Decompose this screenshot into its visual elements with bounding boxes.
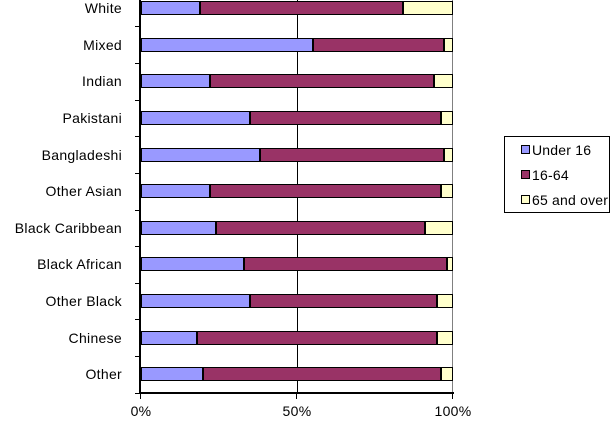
- bar-segment-16-64: [197, 331, 437, 345]
- category-label-indian: Indian: [82, 73, 122, 89]
- legend-label-65-and-over: 65 and over: [532, 191, 609, 208]
- bar-row-other-asian: [141, 184, 453, 198]
- bar-row-mixed: [141, 38, 453, 52]
- y-axis-tick: [135, 173, 140, 174]
- y-axis-tick: [135, 283, 140, 284]
- x-axis-tick: [140, 394, 141, 399]
- legend-swatch-65-and-over-icon: [521, 195, 530, 204]
- category-label-mixed: Mixed: [83, 37, 122, 53]
- bar-segment-under-16: [141, 148, 260, 162]
- legend-label-under-16: Under 16: [532, 141, 592, 158]
- bar-segment-under-16: [141, 111, 250, 125]
- bar-segment-65-and-over: [403, 1, 453, 15]
- bar-row-other-black: [141, 294, 453, 308]
- bar-segment-16-64: [210, 184, 441, 198]
- bar-segment-16-64: [216, 221, 425, 235]
- y-axis-tick: [135, 356, 140, 357]
- bar-row-pakistani: [141, 111, 453, 125]
- bar-segment-65-and-over: [425, 221, 453, 235]
- legend-item-65-and-over: 65 and over: [505, 187, 609, 212]
- x-axis-tick: [452, 394, 453, 399]
- y-axis-tick: [135, 393, 140, 394]
- legend-item-under-16: Under 16: [505, 137, 609, 162]
- category-label-other-black: Other Black: [45, 293, 122, 309]
- bar-segment-65-and-over: [437, 294, 453, 308]
- category-label-other: Other: [85, 366, 122, 382]
- bar-segment-65-and-over: [444, 148, 453, 162]
- bar-segment-16-64: [250, 111, 441, 125]
- bar-segment-16-64: [200, 1, 403, 15]
- bar-segment-16-64: [260, 148, 444, 162]
- bar-segment-under-16: [141, 1, 200, 15]
- x-axis-line: [139, 392, 454, 394]
- y-axis-tick: [135, 63, 140, 64]
- bar-segment-65-and-over: [447, 257, 453, 271]
- category-label-black-african: Black African: [37, 256, 122, 272]
- y-axis-tick: [135, 210, 140, 211]
- bar-segment-16-64: [244, 257, 447, 271]
- bar-row-indian: [141, 74, 453, 88]
- bar-segment-under-16: [141, 294, 250, 308]
- bar-segment-under-16: [141, 184, 210, 198]
- bar-segment-16-64: [250, 294, 437, 308]
- category-label-chinese: Chinese: [68, 330, 122, 346]
- x-axis-tick: [296, 394, 297, 399]
- bar-row-bangladeshi: [141, 148, 453, 162]
- bar-row-black-caribbean: [141, 221, 453, 235]
- bar-segment-16-64: [210, 74, 434, 88]
- bar-segment-under-16: [141, 257, 244, 271]
- bar-segment-65-and-over: [444, 38, 453, 52]
- category-label-white: White: [84, 0, 122, 16]
- category-label-black-caribbean: Black Caribbean: [14, 220, 122, 236]
- legend-item-16-64: 16-64: [505, 162, 609, 187]
- bar-segment-under-16: [141, 331, 197, 345]
- bar-segment-16-64: [203, 367, 441, 381]
- bar-row-black-african: [141, 257, 453, 271]
- category-label-pakistani: Pakistani: [62, 110, 122, 126]
- bar-segment-16-64: [313, 38, 444, 52]
- legend-swatch-16-64-icon: [521, 170, 530, 179]
- bar-segment-under-16: [141, 221, 216, 235]
- legend-label-16-64: 16-64: [532, 166, 569, 183]
- bar-segment-under-16: [141, 367, 203, 381]
- y-axis-tick: [135, 100, 140, 101]
- category-label-bangladeshi: Bangladeshi: [41, 147, 122, 163]
- plot-area: [141, 0, 453, 393]
- bar-row-white: [141, 1, 453, 15]
- legend-swatch-under-16-icon: [521, 145, 530, 154]
- y-axis-line: [139, 0, 141, 394]
- y-axis-tick: [135, 319, 140, 320]
- y-axis-tick: [135, 136, 140, 137]
- x-tick-label-50-: 50%: [282, 403, 312, 419]
- bar-segment-65-and-over: [441, 111, 453, 125]
- legend: Under 16 16-64 65 and over: [504, 136, 610, 213]
- bar-segment-under-16: [141, 74, 210, 88]
- bar-segment-65-and-over: [437, 331, 453, 345]
- bar-segment-65-and-over: [434, 74, 453, 88]
- category-label-other-asian: Other Asian: [45, 183, 122, 199]
- x-tick-label-0-: 0%: [130, 403, 152, 419]
- bar-segment-under-16: [141, 38, 313, 52]
- bar-segment-65-and-over: [441, 184, 453, 198]
- x-tick-label-100-: 100%: [434, 403, 472, 419]
- bar-row-other: [141, 367, 453, 381]
- y-axis-tick: [135, 246, 140, 247]
- y-axis-tick: [135, 26, 140, 27]
- bar-segment-65-and-over: [441, 367, 453, 381]
- bar-row-chinese: [141, 331, 453, 345]
